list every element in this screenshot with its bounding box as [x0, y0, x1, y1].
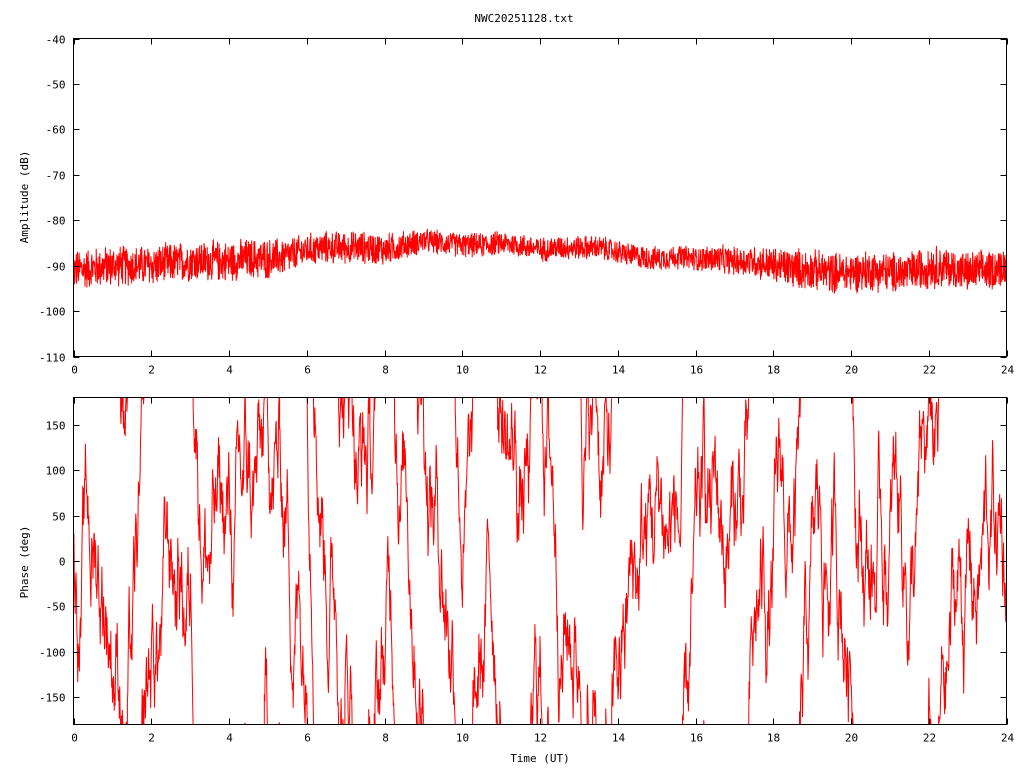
phase-line [73, 397, 1007, 725]
amp-xtick-label: 20 [845, 364, 858, 377]
phase-series [73, 397, 1007, 725]
chart-title: NWC20251128.txt [474, 12, 573, 25]
phase-xtick-label: 18 [767, 732, 780, 745]
phase-ytick-label: 100 [46, 465, 66, 478]
amp-ytick-label: -100 [39, 306, 66, 319]
phase-xtick-label: 22 [923, 732, 936, 745]
phase-xtick-label: 10 [456, 732, 469, 745]
amp-xtick-label: 16 [690, 364, 703, 377]
amp-xtick-label: 22 [923, 364, 936, 377]
phase-ytick-label: -50 [46, 601, 66, 614]
phase-axes: 0 2 4 6 8 10 12 14 16 18 20 22 24150100500-50-100-15… [39, 397, 1015, 745]
amplitude-axes: 0 2 4 6 8 10 12 14 16 18 20 22 24-40-50-60-70-80-90-… [39, 34, 1014, 377]
phase-xtick-label: 6 [304, 732, 311, 745]
phase-ylabel: Phase (deg) [18, 526, 31, 599]
amp-ytick-label: -90 [46, 261, 66, 274]
phase-frame [73, 397, 1007, 725]
amplitude-line [73, 228, 1007, 294]
phase-xtick-label: 16 [690, 732, 703, 745]
amp-xtick-label: 10 [456, 364, 469, 377]
phase-xtick-label: 0 [71, 732, 78, 745]
phase-ytick-label: 50 [52, 511, 65, 524]
amp-ytick-label: -110 [39, 352, 66, 365]
amp-xtick-label: 0 [71, 364, 78, 377]
time-xlabel: Time (UT) [510, 752, 570, 765]
amp-ytick-label: -80 [46, 215, 66, 228]
phase-xtick-label: 20 [845, 732, 858, 745]
amp-xtick-label: 8 [382, 364, 389, 377]
phase-ytick-label: -150 [39, 692, 66, 705]
amp-xtick-label: 14 [612, 364, 626, 377]
amp-xtick-label: 2 [148, 364, 155, 377]
phase-xtick-label: 4 [226, 732, 233, 745]
amp-ytick-label: -60 [46, 124, 66, 137]
phase-ytick-label: -100 [39, 647, 66, 660]
amp-xtick-label: 24 [1001, 364, 1015, 377]
amplitude-ylabel: Amplitude (dB) [18, 151, 31, 244]
phase-xtick-label: 12 [534, 732, 547, 745]
amp-xtick-label: 4 [226, 364, 233, 377]
amp-xtick-label: 12 [534, 364, 547, 377]
phase-xtick-label: 2 [148, 732, 155, 745]
amp-xtick-label: 18 [767, 364, 780, 377]
phase-xtick-label: 24 [1001, 732, 1015, 745]
phase-ytick-label: 150 [46, 420, 66, 433]
phase-ytick-label: 0 [59, 556, 66, 569]
phase-xtick-label: 8 [382, 732, 389, 745]
phase-panel: 0 2 4 6 8 10 12 14 16 18 20 22 24150100500-50-100-15… [18, 397, 1015, 765]
amplitude-series [73, 228, 1007, 294]
amp-ytick-label: -50 [46, 79, 66, 92]
phase-xtick-label: 14 [612, 732, 626, 745]
amp-ytick-label: -40 [46, 34, 66, 47]
amp-ytick-label: -70 [46, 170, 66, 183]
amplitude-panel: 0 2 4 6 8 10 12 14 16 18 20 22 24-40-50-60-70-80-90-… [18, 34, 1014, 377]
amplitude-frame [73, 38, 1007, 357]
amp-xtick-label: 6 [304, 364, 311, 377]
